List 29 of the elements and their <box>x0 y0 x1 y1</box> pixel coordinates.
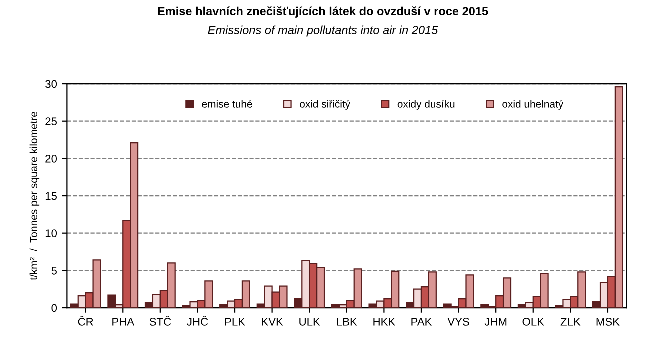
x-tick-label: HKK <box>374 318 396 326</box>
chart-subtitle: Emissions of main pollutants into air in 2015 <box>208 26 438 37</box>
x-tick-label: JHČ <box>187 316 208 326</box>
y-tick-label: 30 <box>46 80 58 88</box>
x-tick-label: PLK <box>225 318 246 326</box>
y-tick-label: 25 <box>46 118 57 126</box>
x-tick-label: ZLK <box>560 318 581 326</box>
y-tick-label: 15 <box>46 192 57 200</box>
x-tick-label: LBK <box>337 318 358 326</box>
x-tick-label: MSK <box>596 318 620 326</box>
y-tick-label: 10 <box>46 230 58 238</box>
y-tick-label: 5 <box>52 267 57 275</box>
y-tick-label: 20 <box>46 154 58 163</box>
y-axis-title: t/km² / Tonnes per square kilometre <box>30 112 40 280</box>
legend-label: emise tuhé <box>202 100 252 108</box>
chart-title: Emise hlavních znečišťujících látek do ovzduší v roce 2015 <box>158 6 488 18</box>
x-tick-label: JHM <box>484 318 507 326</box>
x-tick-label: ČR <box>78 316 94 326</box>
legend-label: oxid siřičitý <box>300 100 351 110</box>
x-tick-label: OLK <box>522 318 544 326</box>
x-tick-label: PAK <box>412 318 432 326</box>
legend-label: oxid uhelnatý <box>502 100 564 110</box>
x-tick-label: ULK <box>300 318 320 326</box>
x-tick-label: KVK <box>262 318 284 326</box>
x-tick-label: PHA <box>112 318 135 326</box>
y-tick-label: 0 <box>52 304 58 312</box>
legend-label: oxidy dusíku <box>398 100 455 110</box>
x-tick-label: STČ <box>150 316 172 326</box>
x-tick-label: VYS <box>448 318 470 326</box>
